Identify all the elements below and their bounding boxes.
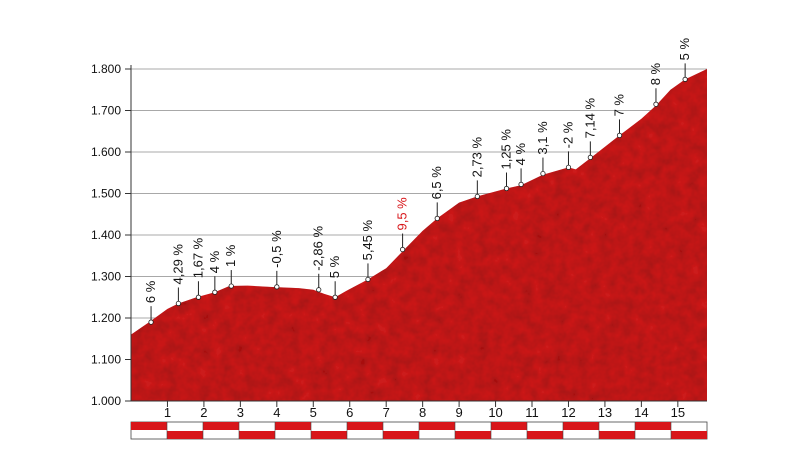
- gradient-dot: [228, 283, 234, 289]
- gradient-dot: [274, 284, 280, 290]
- x-tick-label: 12: [561, 405, 575, 420]
- y-tick-label: 1.700: [91, 104, 121, 118]
- y-tick-label: 1.600: [91, 145, 121, 159]
- gradient-markers: 6 %4,29 % 1,67 % 4 % 1 % -0,5 % -2,86 % 5 %5,4…: [143, 38, 692, 325]
- x-tick-label: 8: [419, 405, 426, 420]
- y-tick-label: 1.300: [91, 270, 121, 284]
- gradient-dot: [540, 170, 546, 177]
- km-bar-segment: [275, 422, 311, 430]
- x-tick-label: 1: [164, 405, 171, 420]
- x-tick-label: 4: [273, 405, 280, 420]
- gradient-label: 2,73 %: [469, 136, 484, 177]
- km-bar-segment: [167, 431, 203, 439]
- gradient-label: 9,5 %: [395, 197, 410, 231]
- gradient-dot: [587, 154, 593, 160]
- km-bar-segment: [311, 431, 347, 439]
- gradient-dot: [518, 181, 524, 187]
- gradient-dot: [565, 164, 572, 170]
- km-bar-segment: [383, 431, 419, 439]
- km-bar-segment: [599, 431, 635, 439]
- y-tick-label: 1.000: [91, 394, 121, 408]
- gradient-label: 7,14 %: [582, 97, 597, 138]
- gradient-label: 6 %: [143, 280, 158, 303]
- gradient-dot: [616, 132, 623, 138]
- km-scale-bar: [130, 421, 708, 440]
- y-tick-label: 1.800: [91, 62, 121, 76]
- gradient-label: 5 %: [677, 38, 692, 61]
- gradient-label: 4 %: [207, 250, 222, 273]
- x-tick-label: 6: [346, 405, 353, 420]
- axes: 1.000 1.100 1.200 1.300 1.400 1.500 1.600 1.700…: [91, 62, 707, 420]
- gradient-dot: [195, 294, 202, 300]
- gradient-dot: [682, 76, 688, 82]
- y-tick-label: 1.200: [91, 311, 121, 325]
- gradient-dot: [148, 319, 154, 325]
- gradient-dot: [399, 246, 406, 253]
- gradient-label: 5 %: [327, 255, 342, 278]
- km-bar-segment: [239, 431, 275, 439]
- y-tick-label: 1.400: [91, 228, 121, 242]
- gradient-label: 7 %: [612, 94, 627, 117]
- gradient-dot: [365, 276, 371, 283]
- gradient-label: 5,45 %: [360, 219, 375, 260]
- x-tick-label: 9: [455, 405, 462, 420]
- y-tick-label: 1.500: [91, 187, 121, 201]
- gradient-label: 4,29 %: [170, 244, 185, 285]
- x-tick-label: 5: [310, 405, 317, 420]
- gradient-label: 6,5 %: [429, 166, 444, 200]
- km-bar-segment: [419, 422, 455, 430]
- gradient-label: 4 %: [513, 143, 528, 166]
- x-tick-label: 3: [237, 405, 244, 420]
- x-tick-label: 13: [598, 405, 612, 420]
- y-tick-label: 1.100: [91, 353, 121, 367]
- gradient-dot: [474, 193, 480, 200]
- x-tick-label: 2: [200, 405, 207, 420]
- gradient-label: 1 %: [223, 244, 238, 267]
- profile-area: [131, 69, 707, 401]
- km-bar-segment: [455, 431, 491, 439]
- x-tick-label: 7: [383, 405, 390, 420]
- km-bar-segment: [563, 422, 599, 430]
- profile-fill: [131, 69, 707, 401]
- gradient-label: -2 %: [560, 121, 575, 148]
- gradient-dot: [434, 215, 440, 221]
- km-bar-segment: [635, 422, 671, 430]
- gradient-dot: [175, 300, 181, 307]
- km-bar-segment: [203, 422, 239, 430]
- x-tick-label: 10: [488, 405, 502, 420]
- km-bar-segment: [347, 422, 383, 430]
- gradient-dot: [316, 287, 322, 293]
- gradient-dot: [332, 294, 338, 300]
- gradient-label: 3,1 %: [535, 121, 550, 155]
- km-bar-segment: [527, 431, 563, 439]
- gradient-label: 8 %: [648, 62, 663, 85]
- gradient-label: -0,5 %: [269, 230, 284, 268]
- km-bar-segment: [491, 422, 527, 430]
- x-tick-label: 15: [671, 405, 685, 420]
- gradient-label: 1,67 %: [190, 237, 205, 278]
- gradient-dot: [503, 185, 510, 192]
- x-tick-label: 11: [525, 405, 539, 420]
- x-tick-label: 14: [634, 405, 648, 420]
- gradient-dot: [653, 101, 659, 107]
- gradient-label: -2,86 %: [311, 226, 326, 271]
- gradient-dot: [212, 289, 218, 295]
- km-bar-segment: [671, 431, 707, 439]
- km-bar-segment: [131, 422, 167, 430]
- gradient-label: 1,25 %: [498, 129, 513, 170]
